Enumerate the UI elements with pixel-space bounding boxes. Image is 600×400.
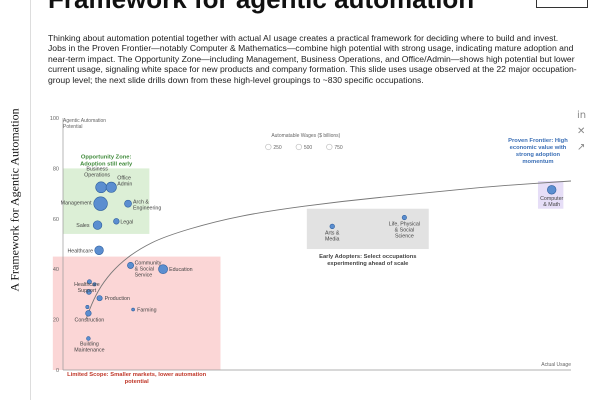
point-label: Arts & — [325, 230, 340, 236]
x-axis-label: Actual Usage — [541, 362, 571, 368]
bubble — [96, 295, 103, 302]
size-legend-value: 250 — [273, 145, 282, 151]
zone-label-opportunity: Adoption still early — [80, 161, 133, 167]
point-label: Business — [86, 166, 108, 172]
zone-label-limited: Limited Scope: Smaller markets, lower au… — [67, 372, 207, 378]
zone-label-frontier: economic value with — [510, 145, 567, 151]
size-legend-circle — [265, 143, 272, 151]
point-label: Support — [78, 288, 97, 294]
bubble — [93, 196, 108, 211]
point-label: Farming — [137, 308, 156, 314]
bubble — [92, 282, 97, 287]
bubble — [95, 181, 107, 194]
zone-label-frontier: strong adoption — [516, 152, 561, 158]
bubble — [124, 199, 132, 208]
point-label: Building — [80, 342, 99, 348]
point-label: Arch & — [133, 200, 149, 206]
zone-early — [306, 208, 429, 250]
size-legend-circle — [295, 143, 302, 151]
point-label: Construction — [75, 317, 105, 323]
point-label: Office — [117, 175, 131, 181]
y-tick-label: 100 — [50, 116, 59, 122]
header-badge — [536, 0, 588, 8]
zone-label-frontier: momentum — [522, 159, 553, 165]
point-label: Life, Physical — [389, 222, 420, 228]
size-legend-title: Automatable Wages ($ billions) — [271, 133, 340, 139]
zone-label-early: Early Adopters: Select occupations — [319, 254, 416, 260]
y-axis-label: Potential — [63, 124, 82, 130]
zone-label-opportunity: Opportunity Zone: — [81, 154, 132, 160]
point-label: & Social — [395, 228, 414, 234]
point-label: Management — [61, 201, 92, 207]
y-tick-label: 80 — [53, 166, 59, 172]
zone-limited — [52, 256, 221, 370]
point-label: Media — [325, 236, 339, 242]
point-label: Sales — [76, 223, 90, 229]
bubble — [86, 336, 91, 341]
page-title: Framework for agentic automation — [48, 0, 474, 15]
point-label: Science — [395, 234, 414, 240]
point-label: Operations — [84, 172, 110, 178]
point-label: Service — [135, 272, 153, 278]
y-axis-label: Agentic Automation — [63, 118, 106, 124]
point-label: Community — [135, 260, 162, 266]
bubble — [113, 218, 120, 225]
bubble — [92, 220, 103, 230]
link-icon[interactable]: ↗ — [577, 142, 586, 153]
point-label: & Math — [543, 202, 560, 208]
intro-paragraph: Thinking about automation potential toge… — [48, 33, 577, 85]
bubble — [401, 215, 407, 221]
bubble — [105, 181, 117, 193]
bubble — [85, 305, 90, 309]
bubble — [85, 310, 92, 317]
point-label: Education — [169, 267, 193, 273]
bubble — [329, 223, 335, 229]
x-icon[interactable]: ✕ — [577, 126, 586, 137]
zone-label-limited: potential — [125, 379, 150, 385]
zone-label-early: experimenting ahead of scale — [327, 261, 409, 267]
point-label: Healthcare — [74, 282, 100, 288]
sidebar: A Framework for Agentic Automation — [0, 0, 31, 400]
bubble — [547, 185, 557, 195]
bubble — [86, 279, 92, 285]
zone-label-frontier: Proven Frontier: High — [508, 138, 568, 144]
point-label: Healthcare — [67, 248, 93, 254]
linkedin-icon[interactable]: in — [577, 110, 587, 121]
point-label: Engineering — [133, 206, 161, 212]
bubble — [127, 261, 135, 269]
point-label: Maintenance — [74, 348, 104, 354]
point-label: Production — [105, 296, 130, 302]
y-tick-label: 60 — [53, 217, 59, 223]
size-legend-value: 500 — [304, 145, 313, 151]
bubble — [131, 307, 135, 312]
point-label: Admin — [117, 181, 132, 187]
point-label: Legal — [120, 219, 133, 225]
point-label: & Social — [135, 266, 154, 272]
size-legend-value: 750 — [334, 145, 343, 151]
bubble — [86, 289, 92, 295]
bubble — [158, 264, 168, 275]
frontier-curve — [85, 180, 572, 320]
y-tick-label: 20 — [53, 318, 59, 324]
y-tick-label: 0 — [56, 368, 59, 374]
bubble — [94, 245, 104, 255]
size-legend-circle — [326, 143, 333, 151]
point-label: Computer — [540, 196, 563, 202]
y-tick-label: 40 — [53, 267, 59, 273]
